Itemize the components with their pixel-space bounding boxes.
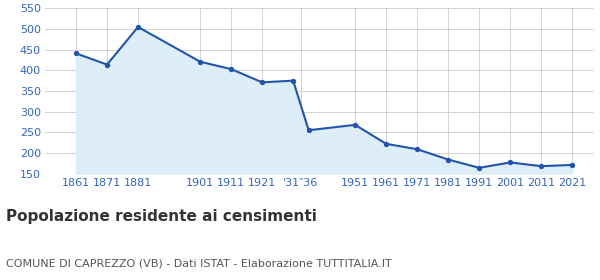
Point xyxy=(195,59,205,64)
Point xyxy=(289,78,298,83)
Point xyxy=(443,157,453,162)
Point xyxy=(475,165,484,170)
Text: Popolazione residente ai censimenti: Popolazione residente ai censimenti xyxy=(6,209,317,224)
Point xyxy=(536,164,546,168)
Point xyxy=(257,80,267,85)
Point xyxy=(71,51,81,56)
Point xyxy=(226,67,236,71)
Point xyxy=(568,163,577,167)
Point xyxy=(350,123,360,127)
Point xyxy=(102,62,112,67)
Text: COMUNE DI CAPREZZO (VB) - Dati ISTAT - Elaborazione TUTTITALIA.IT: COMUNE DI CAPREZZO (VB) - Dati ISTAT - E… xyxy=(6,259,392,269)
Point xyxy=(304,128,313,132)
Point xyxy=(382,142,391,146)
Point xyxy=(505,160,515,165)
Point xyxy=(412,147,422,151)
Point xyxy=(133,25,143,29)
